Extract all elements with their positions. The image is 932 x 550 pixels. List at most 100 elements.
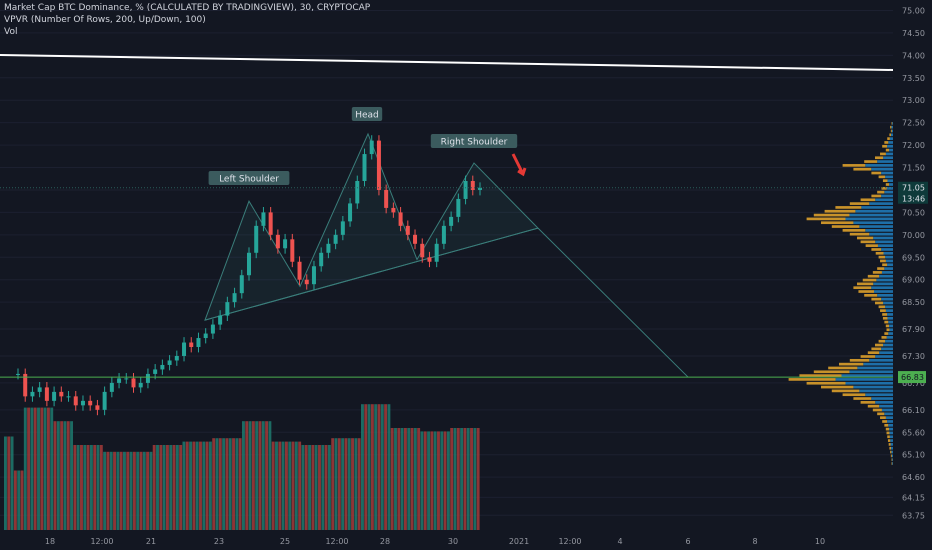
candle-body	[319, 252, 324, 267]
vpvr-row-up	[879, 274, 893, 278]
vpvr-row-down	[824, 209, 856, 213]
volume-bar	[351, 438, 354, 530]
candle-body	[348, 203, 353, 222]
candle-body	[145, 373, 150, 383]
legend-symbol[interactable]: Market Cap BTC Dominance, % (CALCULATED …	[4, 3, 371, 13]
vpvr-row-up	[881, 347, 893, 351]
vpvr-row-down	[880, 152, 886, 156]
time-tick-label: 12:00	[558, 537, 581, 546]
vpvr-row-up	[859, 225, 893, 228]
vpvr-row-down	[788, 378, 836, 381]
candle-body	[333, 234, 338, 244]
candle-body	[434, 243, 439, 262]
candles	[16, 135, 482, 416]
time-axis[interactable]: 18 12:00 21 23 25 12:00 28 30 2021 12:00 4 6 8 10	[45, 537, 825, 546]
vpvr-row-up	[857, 366, 893, 370]
vpvr-row-up	[891, 450, 893, 454]
volume-bar	[192, 441, 196, 530]
volume-bar	[215, 438, 219, 530]
candle-body	[427, 257, 432, 262]
vpvr-row-up	[885, 259, 893, 263]
volume-bar	[179, 445, 183, 530]
volume-bar	[33, 407, 37, 530]
vpvr-row-up	[865, 229, 893, 232]
vpvr-row-down	[890, 125, 892, 129]
volume-bar	[318, 445, 321, 530]
vpvr-row-down	[860, 401, 876, 404]
volume-bar	[261, 421, 265, 530]
volume-bar	[222, 438, 226, 530]
volume-bar	[288, 441, 292, 530]
candle-body	[30, 391, 35, 397]
volume-bar	[162, 445, 166, 530]
vpvr-row-down	[806, 381, 846, 385]
vpvr-row-up	[869, 232, 893, 236]
vpvr-row-up	[885, 255, 893, 259]
vpvr-row-up	[889, 183, 893, 186]
vpvr-row-down	[880, 416, 886, 419]
price-axis[interactable]: 75.00 74.50 74.00 73.50 73.00 72.50 72.00 71.50…	[893, 0, 932, 550]
trend-lines[interactable]	[0, 54, 894, 378]
vpvr-row-down	[886, 328, 890, 332]
vpvr-row-up	[889, 427, 893, 431]
vpvr-row-up	[879, 351, 893, 355]
legend-vpvr[interactable]: VPVR (Number Of Rows, 200, Up/Down, 100)	[4, 15, 206, 25]
time-tick-label: 6	[685, 537, 690, 546]
pattern-label-bg	[351, 107, 383, 121]
candle-body	[59, 391, 64, 397]
vpvr-row-down	[875, 156, 884, 160]
vpvr-row-up	[875, 355, 893, 358]
volume-bar	[212, 438, 216, 530]
volume-bar	[152, 445, 156, 530]
vpvr-row-up	[881, 248, 893, 251]
vpvr-row-up	[869, 202, 893, 205]
resistance-line	[0, 54, 894, 71]
volume-bar	[23, 407, 27, 530]
candle-body	[109, 382, 114, 392]
volume-bar	[27, 407, 31, 530]
last-price-badge	[898, 181, 928, 204]
pattern-label: Head	[355, 111, 379, 121]
volume-bar	[205, 441, 209, 530]
volume-bar	[284, 441, 288, 530]
volume-bar	[301, 445, 305, 530]
time-tick-label: 23	[214, 537, 224, 546]
volume-bar	[37, 407, 40, 530]
legend-volume[interactable]: Vol	[4, 27, 18, 37]
volume-bar	[380, 404, 384, 530]
vpvr-row-up	[883, 156, 893, 160]
price-tick-label: 64.15	[902, 493, 925, 502]
candle-body	[340, 221, 345, 235]
vpvr-row-up	[881, 408, 893, 412]
vpvr-row-down	[888, 443, 891, 446]
volume-bar	[410, 428, 414, 530]
vpvr-row-down	[889, 133, 892, 137]
volume-bar	[367, 404, 371, 530]
vpvr-row-up	[883, 301, 893, 305]
time-tick-label: 21	[146, 537, 156, 546]
neckline	[204, 227, 539, 321]
volume-bar	[123, 451, 126, 530]
volume-bar	[446, 431, 450, 530]
volume-bar	[450, 428, 454, 530]
candle-body	[225, 302, 230, 316]
vpvr-row-down	[878, 339, 886, 343]
vpvr-row-up	[881, 194, 893, 198]
candle-body	[167, 360, 172, 365]
volume-bar	[374, 404, 378, 530]
vpvr-row-up	[881, 271, 893, 274]
vpvr-row-down	[872, 408, 882, 412]
volume-bar	[129, 451, 133, 530]
candle-body	[463, 180, 468, 199]
vpvr-row-up	[861, 206, 893, 209]
vpvr-row-up	[885, 339, 893, 343]
vpvr-row-down	[799, 374, 842, 377]
vpvr-row-down	[882, 316, 888, 320]
vpvr-row-down	[890, 450, 892, 454]
vpvr-row-down	[891, 462, 893, 465]
volume-bar	[407, 428, 411, 530]
vpvr-row-up	[855, 209, 893, 213]
vpvr-row-up	[845, 217, 893, 221]
volume-bar	[66, 421, 70, 530]
